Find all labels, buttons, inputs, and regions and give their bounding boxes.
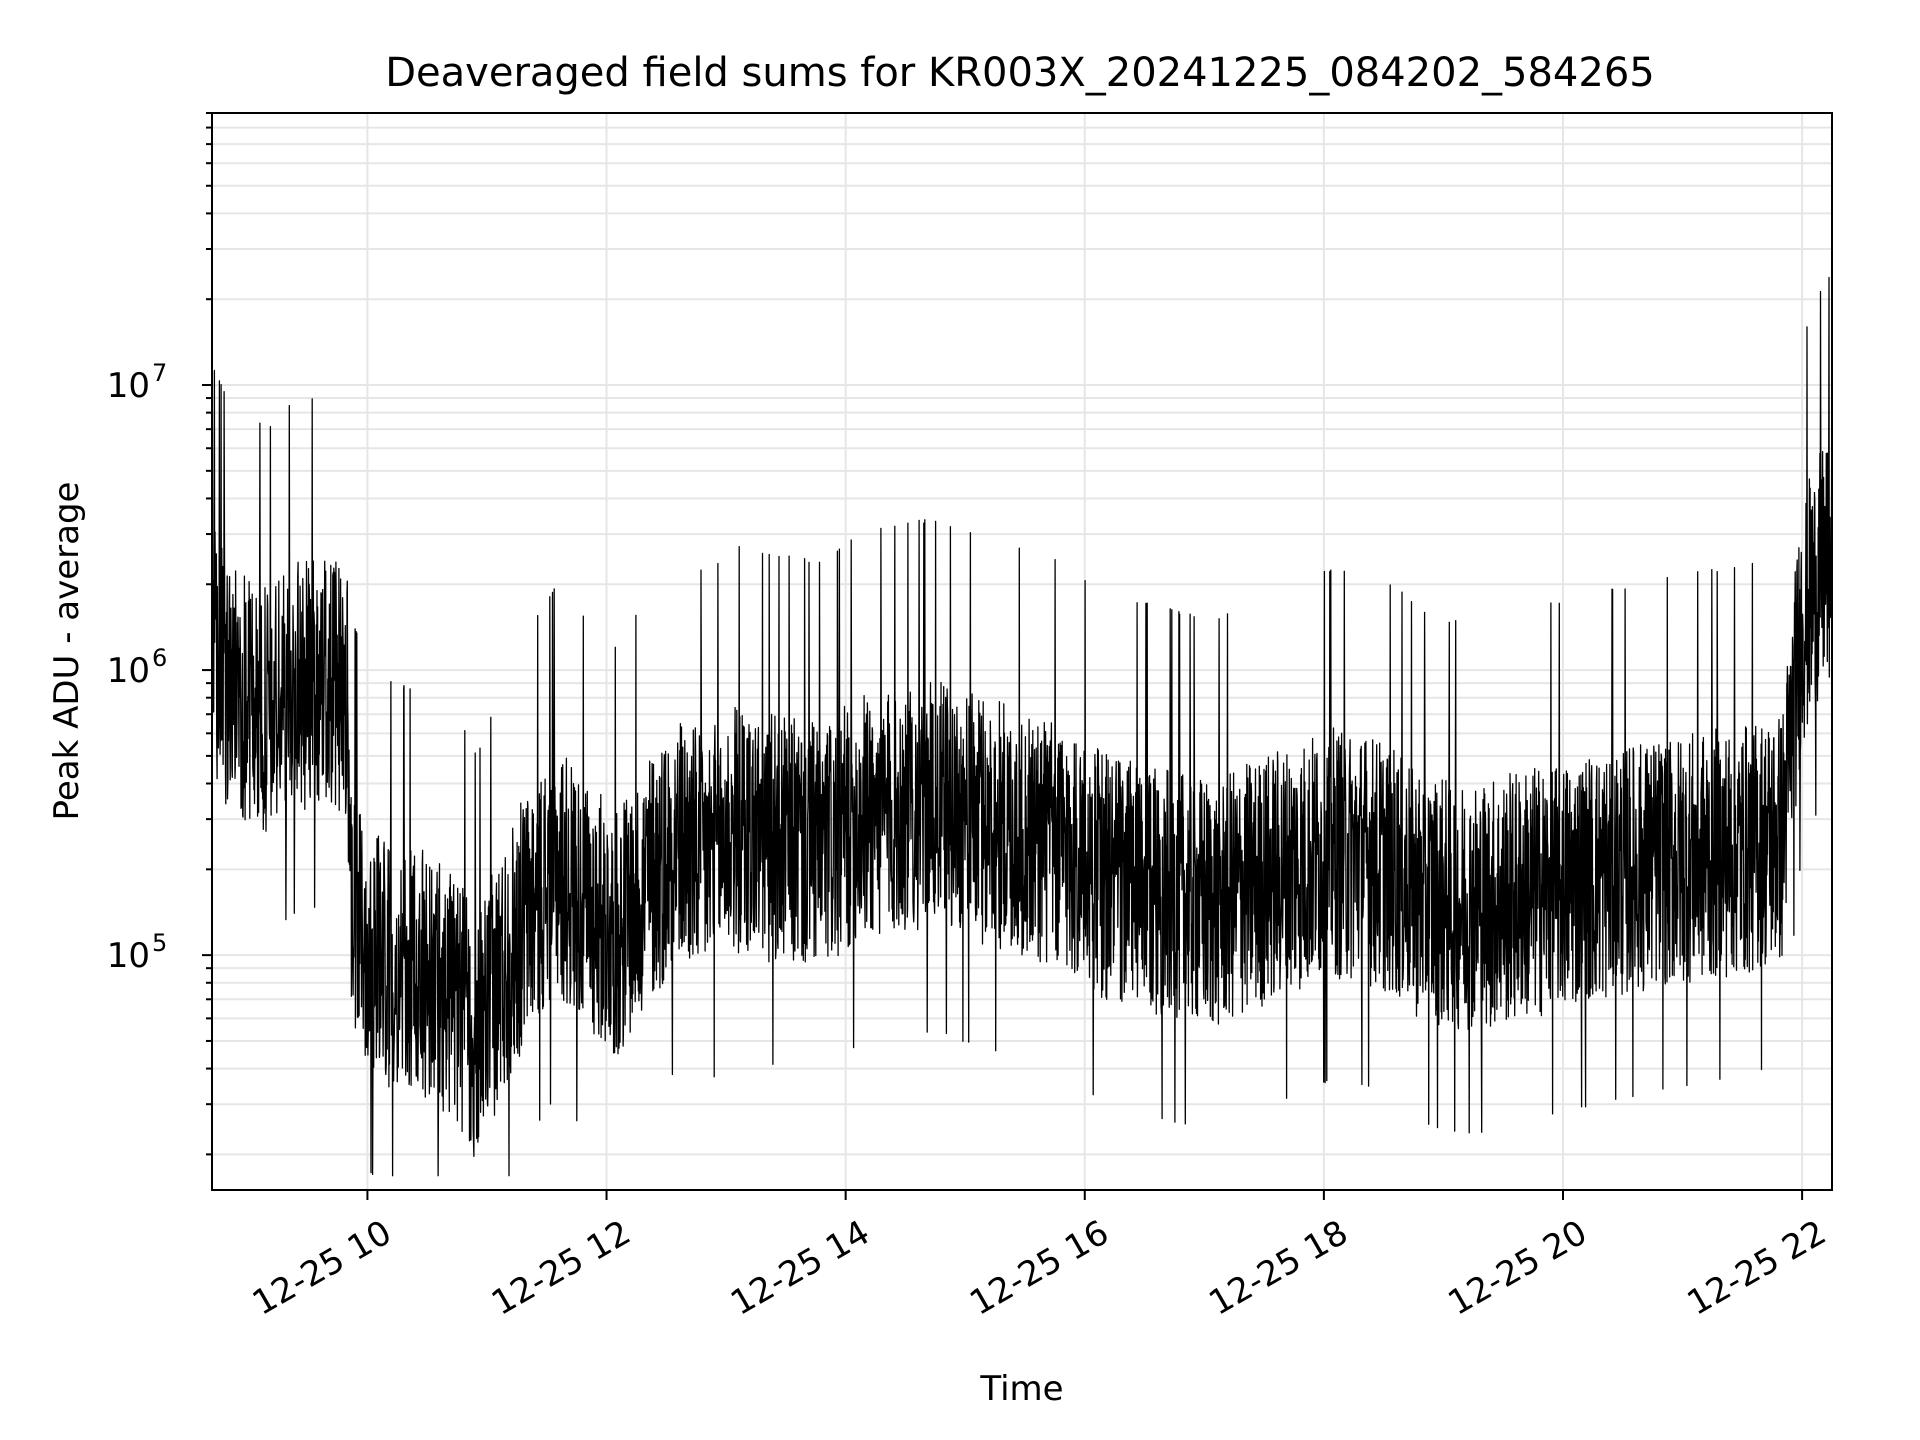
chart-title: Deaveraged field sums for KR003X_2024122…: [385, 50, 1654, 96]
y-tick-exponent: 6: [152, 644, 167, 672]
series-line: [211, 276, 1833, 1177]
y-tick-exponent: 5: [152, 929, 167, 957]
y-tick-label: 10: [107, 366, 150, 406]
y-tick-label: 10: [107, 651, 150, 691]
y-axis-label: Peak ADU - average: [47, 482, 87, 821]
x-axis-label: Time: [979, 1369, 1063, 1409]
series-layer: [211, 276, 1833, 1177]
y-tick-label: 10: [107, 936, 150, 976]
plot-frame: [211, 112, 1833, 1191]
y-tick-exponent: 7: [152, 359, 167, 387]
